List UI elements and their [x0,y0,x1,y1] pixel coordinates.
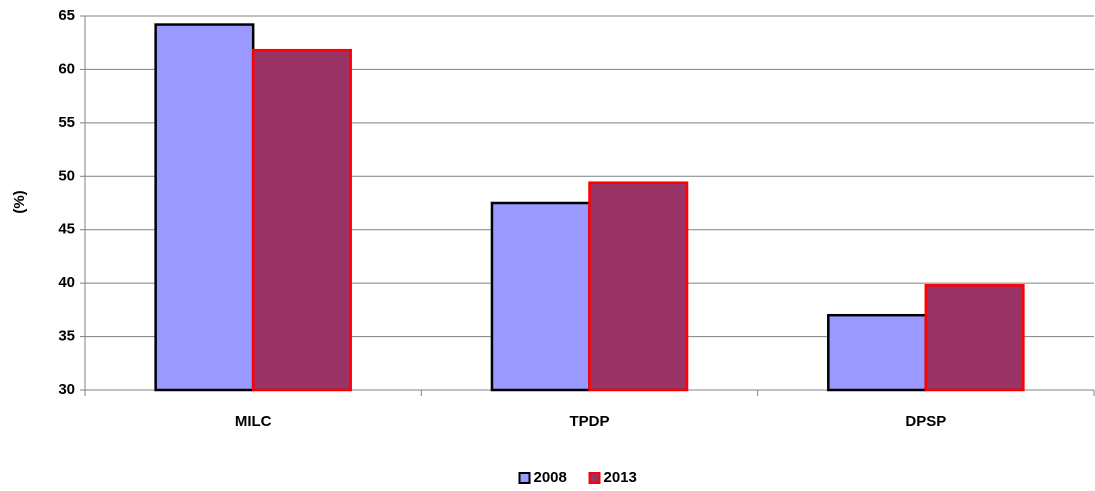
x-tick-label: TPDP [569,413,609,430]
y-axis-label: (%) [11,190,28,213]
y-tick-label: 65 [58,7,75,24]
y-tick-label: 30 [58,381,75,398]
y-tick-label: 60 [58,60,75,77]
legend-swatch [588,472,601,484]
bar [827,313,928,392]
bar [588,181,689,392]
bar [154,23,255,392]
y-tick-label: 50 [58,167,75,184]
y-tick-label: 55 [58,114,75,131]
legend-label: 2008 [534,469,567,486]
legend-label: 2013 [604,469,637,486]
bar [251,48,352,392]
bar [490,201,591,392]
y-tick-label: 35 [58,328,75,345]
legend-swatch [518,472,531,484]
bar [924,284,1025,392]
y-tick-label: 45 [58,221,75,238]
x-tick-label: DPSP [905,413,946,430]
x-tick-label: MILC [235,413,272,430]
y-tick-label: 40 [58,274,75,291]
